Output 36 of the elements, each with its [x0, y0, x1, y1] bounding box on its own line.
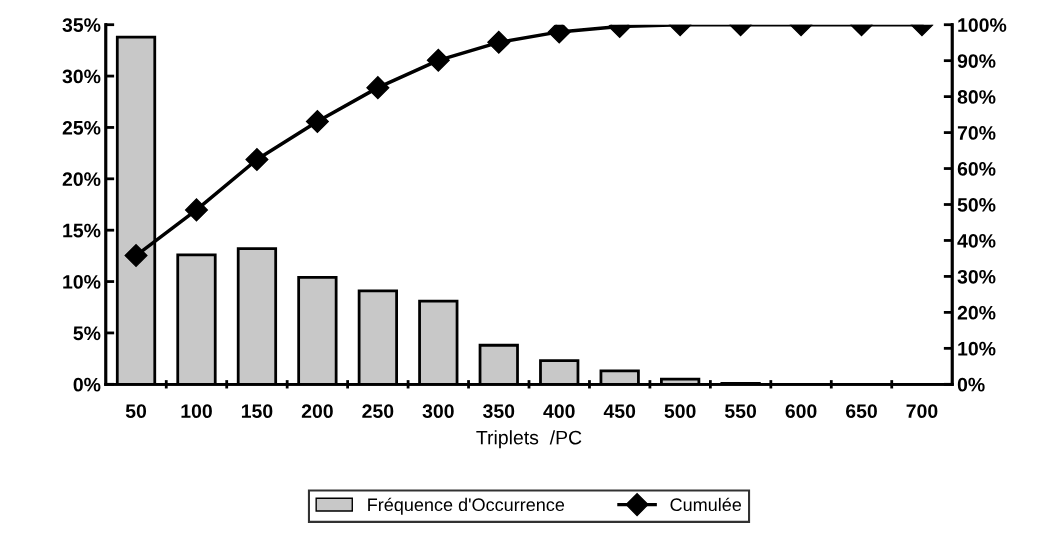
y-tick-label: 15% — [63, 223, 101, 238]
y2-tick-label: 20% — [957, 305, 996, 320]
y-tick-label: 10% — [63, 275, 101, 289]
x-tick-label: 350 — [483, 404, 515, 419]
y-tick-label: 25% — [62, 120, 101, 135]
y2-tick-label: 30% — [957, 269, 996, 284]
x-tick-label: 650 — [846, 404, 877, 419]
x-tick-label: 550 — [724, 404, 757, 419]
y2-tick-label: 10% — [958, 341, 996, 356]
y2-tick-label: 80% — [957, 90, 996, 104]
y-tick-label: 20% — [62, 172, 101, 187]
x-tick-label: 600 — [785, 404, 817, 419]
x-tick-label: 700 — [906, 404, 938, 419]
x-tick-label: 100 — [181, 404, 212, 419]
y2-tick-label: 60% — [957, 162, 996, 176]
y2-tick-label: 70% — [957, 126, 996, 140]
y2-tick-label: 90% — [957, 54, 996, 68]
y-tick-label: 30% — [62, 69, 101, 84]
y-tick-label: 5% — [73, 326, 101, 341]
y2-tick-label: 50% — [957, 197, 996, 212]
x-tick-label: 450 — [603, 404, 636, 419]
x-tick-label: 200 — [301, 404, 333, 419]
y2-tick-label: 100% — [958, 18, 1007, 32]
y2-tick-label: 40% — [957, 233, 996, 248]
x-tick-label: 400 — [543, 404, 575, 419]
x-axis-title: Triplets /PC — [476, 430, 582, 449]
legend-label: Fréquence d'Occurrence — [368, 497, 565, 515]
y-tick-label: 0% — [73, 377, 101, 392]
legend-label: Cumulée — [670, 497, 742, 512]
y-tick-label: 35% — [62, 18, 101, 32]
y2-tick-label: 0% — [957, 377, 985, 392]
x-tick-label: 500 — [664, 404, 696, 419]
x-tick-label: 150 — [241, 404, 273, 419]
x-tick-label: 250 — [362, 404, 394, 419]
x-tick-label: 50 — [125, 404, 147, 419]
x-tick-label: 300 — [422, 404, 454, 419]
